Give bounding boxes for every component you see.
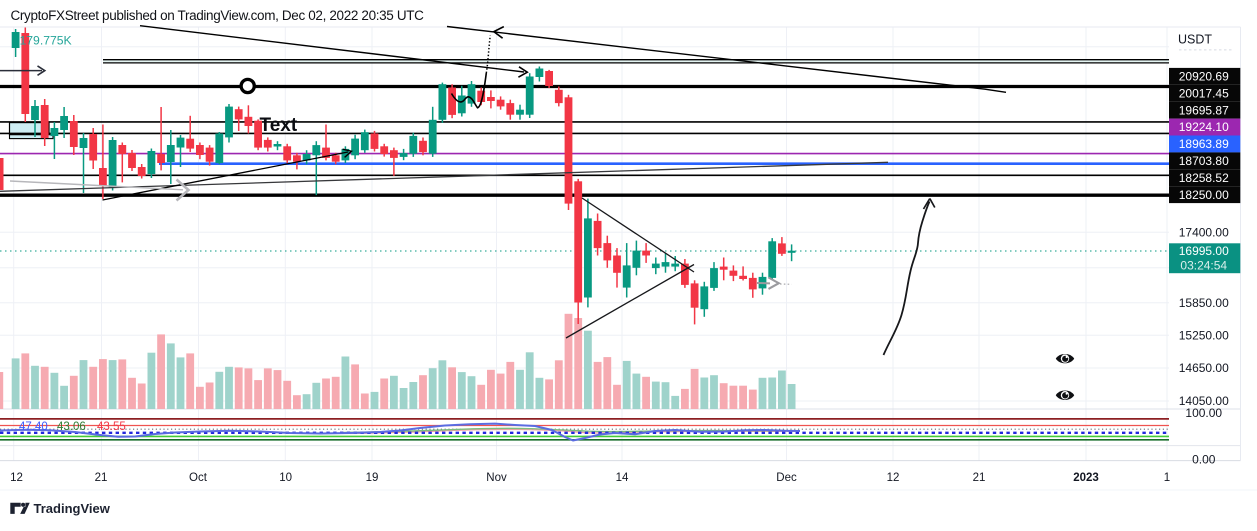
svg-text:15250.00: 15250.00 — [1179, 328, 1229, 342]
svg-text:2023: 2023 — [1073, 472, 1099, 484]
svg-text:0.00: 0.00 — [1192, 453, 1216, 467]
svg-text:Dec: Dec — [776, 472, 797, 484]
svg-text:18963.89: 18963.89 — [1179, 137, 1229, 151]
svg-text:19695.87: 19695.87 — [1179, 103, 1229, 117]
svg-text:43.55: 43.55 — [97, 421, 126, 433]
svg-text:CryptoFXStreet published on Tr: CryptoFXStreet published on TradingView.… — [11, 8, 425, 23]
svg-text:100.00: 100.00 — [1185, 406, 1222, 420]
svg-text:15850.00: 15850.00 — [1179, 296, 1229, 310]
svg-text:Text: Text — [260, 115, 298, 136]
svg-text:17400.00: 17400.00 — [1179, 226, 1229, 240]
svg-text:18250.00: 18250.00 — [1179, 188, 1229, 202]
svg-text:03:24:54: 03:24:54 — [1180, 259, 1227, 273]
svg-text:43.06: 43.06 — [57, 421, 86, 433]
svg-text:19: 19 — [366, 472, 379, 484]
svg-text:18703.80: 18703.80 — [1179, 154, 1229, 168]
svg-text:19224.10: 19224.10 — [1179, 120, 1229, 134]
svg-text:21: 21 — [95, 472, 108, 484]
svg-text:10: 10 — [279, 472, 292, 484]
svg-text:21: 21 — [973, 472, 986, 484]
svg-text:14650.00: 14650.00 — [1179, 361, 1229, 375]
svg-text:14: 14 — [616, 472, 629, 484]
svg-text:47.40: 47.40 — [19, 421, 48, 433]
svg-text:18258.52: 18258.52 — [1179, 171, 1229, 185]
svg-text:179.775K: 179.775K — [20, 34, 72, 48]
svg-text:20920.69: 20920.69 — [1179, 70, 1229, 84]
svg-text:16995.00: 16995.00 — [1179, 244, 1229, 258]
svg-text:Nov: Nov — [486, 472, 507, 484]
svg-text:Oct: Oct — [189, 472, 208, 484]
svg-text:12: 12 — [887, 472, 900, 484]
svg-text:1: 1 — [1164, 472, 1170, 484]
svg-text:12: 12 — [10, 472, 23, 484]
svg-text:USDT: USDT — [1178, 33, 1212, 47]
svg-text:20017.45: 20017.45 — [1179, 87, 1229, 101]
svg-text:TradingView: TradingView — [34, 501, 111, 516]
